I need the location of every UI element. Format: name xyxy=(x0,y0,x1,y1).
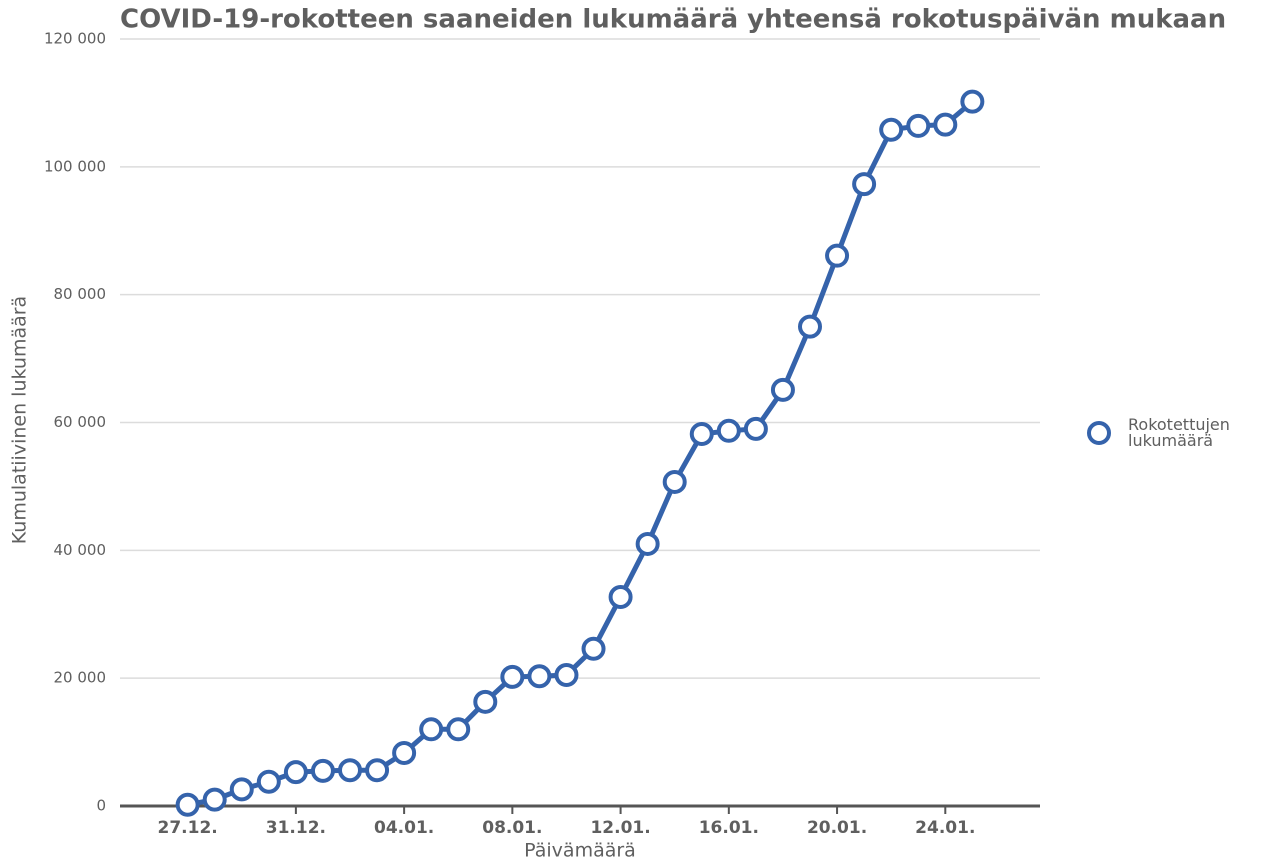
y-tick-label: 60 000 xyxy=(54,413,107,431)
data-point xyxy=(202,787,227,812)
x-tick-label: 27.12. xyxy=(158,818,218,838)
data-point xyxy=(825,243,850,268)
data-point xyxy=(581,636,606,661)
data-point xyxy=(500,664,525,689)
data-point xyxy=(419,717,444,742)
data-point xyxy=(798,314,822,339)
y-tick-label: 0 xyxy=(96,797,106,815)
data-point xyxy=(852,172,877,197)
legend-label: Rokotettujen lukumäärä xyxy=(1128,415,1230,450)
data-point xyxy=(446,717,471,742)
data-point xyxy=(960,89,985,114)
data-point xyxy=(338,758,362,783)
data-point xyxy=(473,689,498,714)
x-tick-label: 24.01. xyxy=(915,818,975,838)
data-point xyxy=(608,584,633,609)
y-tick-label: 40 000 xyxy=(54,541,107,559)
data-point xyxy=(635,531,660,556)
x-tick-label: 16.01. xyxy=(699,818,759,838)
x-tick-label: 04.01. xyxy=(374,818,434,838)
x-tick-label: 20.01. xyxy=(807,818,867,838)
data-point xyxy=(743,416,768,441)
data-point xyxy=(527,664,552,689)
x-tick-label: 08.01. xyxy=(482,818,542,838)
data-point xyxy=(716,418,741,443)
chart-title: COVID-19-rokotteen saaneiden lukumäärä y… xyxy=(120,5,1226,35)
data-point xyxy=(175,792,200,817)
x-axis-label: Päivämäärä xyxy=(524,840,636,862)
data-point xyxy=(310,758,335,783)
data-point xyxy=(906,113,931,138)
y-tick-label: 100 000 xyxy=(44,157,106,175)
data-point xyxy=(256,769,281,794)
data-point xyxy=(689,422,714,447)
data-point xyxy=(879,117,904,142)
data-point xyxy=(662,469,687,494)
data-point xyxy=(365,758,390,783)
x-tick-label: 31.12. xyxy=(266,818,326,838)
legend-marker xyxy=(1087,421,1111,445)
data-point xyxy=(933,112,958,137)
y-tick-label: 120 000 xyxy=(44,30,106,48)
y-tick-label: 20 000 xyxy=(54,669,107,687)
y-tick-label: 80 000 xyxy=(54,285,107,303)
data-point xyxy=(392,740,417,765)
data-point xyxy=(554,662,579,687)
data-point xyxy=(283,760,308,785)
data-point xyxy=(770,377,795,402)
series-line xyxy=(187,99,974,808)
data-point xyxy=(229,777,254,802)
x-tick-label: 12.01. xyxy=(590,818,650,838)
y-axis-label: Kumulatiivinen lukumäärä xyxy=(9,296,31,544)
